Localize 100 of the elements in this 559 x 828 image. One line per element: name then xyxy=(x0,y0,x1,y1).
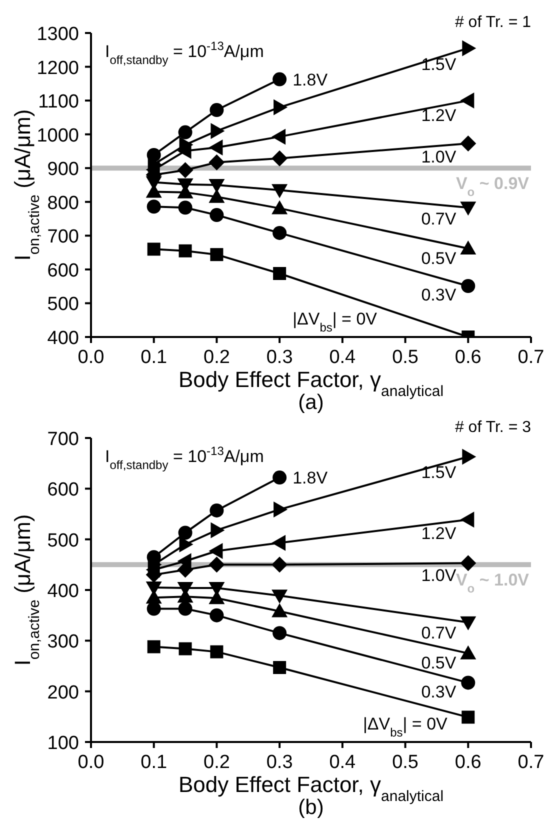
point xyxy=(179,536,194,552)
point xyxy=(462,710,475,724)
point xyxy=(273,267,286,280)
point xyxy=(460,555,476,572)
y-tick-label: 100 xyxy=(47,733,79,754)
series-label: 0.7V xyxy=(421,210,457,229)
series-label: 1.2V xyxy=(421,106,457,125)
y-tick-label: 1300 xyxy=(36,24,79,45)
x-tick-label: 0.0 xyxy=(78,347,104,368)
point xyxy=(274,99,288,116)
x-tick-label: 0.6 xyxy=(454,347,482,368)
y-tick-label: 600 xyxy=(47,260,79,282)
x-tick-label: 0.5 xyxy=(392,347,418,368)
point xyxy=(460,616,476,630)
series-label: 0.5V xyxy=(421,248,457,268)
point xyxy=(208,188,225,203)
x-tick-label: 0.0 xyxy=(78,752,104,773)
y-tick-label: 700 xyxy=(47,226,79,248)
point xyxy=(178,526,192,540)
point xyxy=(462,40,476,56)
point xyxy=(272,150,288,166)
point xyxy=(272,128,286,145)
point xyxy=(208,556,225,573)
point xyxy=(208,154,225,170)
y-tick-label: 500 xyxy=(47,530,79,552)
point xyxy=(147,640,160,654)
point xyxy=(146,200,161,214)
x-tick-label: 0.1 xyxy=(140,752,168,773)
series-label: 1.0V xyxy=(421,147,457,166)
x-tick-label: 0.2 xyxy=(204,347,230,368)
point xyxy=(178,125,192,140)
point xyxy=(178,200,192,215)
point xyxy=(177,142,192,159)
point xyxy=(272,626,287,640)
x-tick-label: 0.3 xyxy=(266,347,293,368)
point xyxy=(178,602,192,616)
point xyxy=(178,642,192,656)
y-tick-label: 1200 xyxy=(36,58,79,79)
y-tick-label: 400 xyxy=(47,581,79,602)
point xyxy=(274,501,288,518)
point xyxy=(272,470,287,485)
x-tick-label: 0.3 xyxy=(266,752,293,773)
x-tick-label: 0.7 xyxy=(518,752,544,773)
point xyxy=(272,200,288,214)
point xyxy=(208,542,223,559)
point xyxy=(208,179,225,193)
point xyxy=(272,556,288,573)
point xyxy=(210,608,224,622)
point xyxy=(210,248,224,262)
series-label: 0.3V xyxy=(421,286,457,305)
point xyxy=(210,103,224,118)
series-label: |ΔV$_{bs}$| = 0V xyxy=(362,714,448,740)
point xyxy=(273,661,286,674)
point xyxy=(146,602,161,616)
x-tick-label: 0.6 xyxy=(454,752,482,773)
x-tick-label: 0.7 xyxy=(518,347,544,368)
series-label: 1.8V xyxy=(292,468,328,488)
series-label: 1.5V xyxy=(421,54,457,74)
point xyxy=(460,240,476,254)
y-tick-label: 700 xyxy=(47,429,79,450)
text: # of Tr. = 1 xyxy=(454,14,532,31)
point xyxy=(272,184,288,198)
y-tick-label: 1100 xyxy=(38,92,79,113)
point xyxy=(460,645,476,660)
point xyxy=(272,72,287,86)
point xyxy=(272,603,288,618)
point xyxy=(210,522,225,538)
point xyxy=(461,676,476,690)
annotation: I$_{off,standby}$ = 10$^{-13}$A/μm xyxy=(105,444,264,472)
point xyxy=(210,645,224,658)
point xyxy=(460,512,474,528)
y-tick-label: 800 xyxy=(47,192,79,214)
y-tick-label: 200 xyxy=(47,682,79,704)
point xyxy=(210,208,224,222)
y-tick-label: 400 xyxy=(47,328,79,349)
y-tick-label: 500 xyxy=(47,294,79,316)
point xyxy=(177,162,194,178)
y-tick-label: 600 xyxy=(47,480,79,501)
point xyxy=(210,122,225,139)
annotation: I$_{off,standby}$ = 10$^{-13}$A/μm xyxy=(105,39,264,67)
x-tick-label: 0.2 xyxy=(204,752,230,773)
point xyxy=(208,140,223,156)
series-label: 1.2V xyxy=(421,524,457,544)
point xyxy=(460,202,476,216)
series-label: 0.3V xyxy=(421,682,457,702)
ref-line-label: V$_{o}$ ~ 1.0V xyxy=(456,570,530,596)
point xyxy=(272,534,286,551)
series-label: |ΔV$_{bs}$| = 0V xyxy=(292,309,378,334)
series-label: 0.5V xyxy=(421,654,457,673)
point xyxy=(210,503,224,518)
y-tick-label: 300 xyxy=(47,632,79,653)
series-label: 1.5V xyxy=(421,463,457,482)
series-label: 1.0V xyxy=(421,566,457,586)
text: # of Tr. = 3 xyxy=(454,419,532,436)
point xyxy=(460,92,474,109)
series-label: 1.8V xyxy=(292,70,328,90)
point xyxy=(461,278,476,293)
point xyxy=(462,448,476,465)
point xyxy=(460,135,476,152)
ref-line-label: V$_{o}$ ~ 0.9V xyxy=(456,174,530,200)
